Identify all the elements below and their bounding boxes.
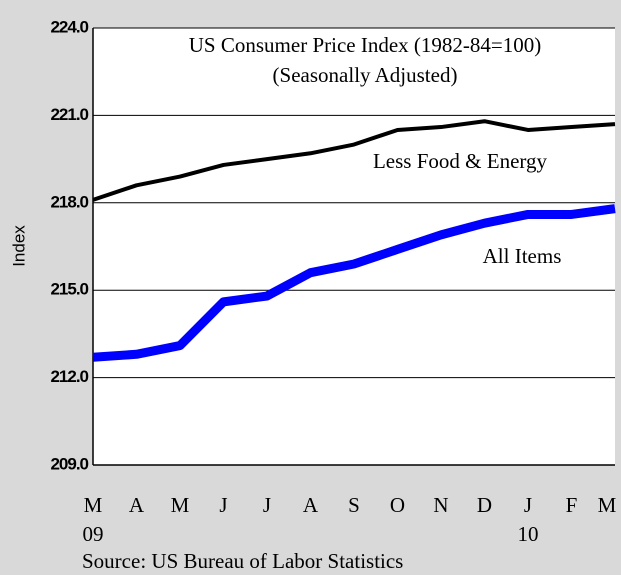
y-tick-label: 221.0 — [50, 105, 88, 124]
x-tick-label: N — [433, 493, 448, 517]
x-tick-label: J — [524, 493, 532, 517]
x-tick-label: O — [390, 493, 405, 517]
x-tick-label: J — [263, 493, 271, 517]
y-tick-label: 224.0 — [50, 17, 88, 36]
x-tick-label: F — [566, 493, 578, 517]
y-tick-label: 209.0 — [50, 454, 88, 473]
y-tick-label: 215.0 — [50, 280, 88, 299]
series-line — [92, 119, 616, 202]
x-tick-label: D — [477, 493, 492, 517]
chart-title: US Consumer Price Index (1982-84=100) — [189, 33, 541, 57]
year-label: 09 — [83, 522, 104, 546]
series-label: Less Food & Energy — [373, 149, 548, 173]
x-tick-label: J — [219, 493, 227, 517]
year-label: 10 — [518, 522, 539, 546]
y-tick-label: 212.0 — [50, 367, 88, 386]
x-tick-label: M — [171, 493, 190, 517]
x-tick-label: A — [303, 493, 319, 517]
chart-subtitle: (Seasonally Adjusted) — [273, 63, 458, 87]
x-tick-label: A — [129, 493, 145, 517]
y-tick-label: 218.0 — [50, 192, 88, 211]
source: Source: US Bureau of Labor Statistics — [82, 549, 403, 573]
x-tick-label: S — [348, 493, 360, 517]
x-tick-label: M — [84, 493, 103, 517]
plot-area — [93, 28, 615, 465]
series-label: All Items — [483, 244, 562, 268]
x-tick-label: M — [598, 493, 617, 517]
series-line — [92, 204, 616, 362]
y-axis-label: Index — [9, 225, 28, 267]
